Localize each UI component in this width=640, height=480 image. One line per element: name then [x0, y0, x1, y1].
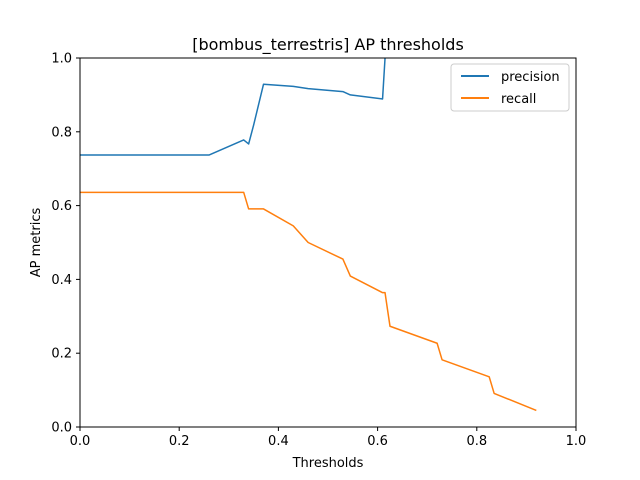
y-tick-label: 0.6	[51, 199, 72, 214]
chart-title: [bombus_terrestris] AP thresholds	[192, 35, 464, 55]
x-tick-label: 0.8	[466, 434, 487, 449]
x-tick-label: 1.0	[566, 434, 587, 449]
x-axis-ticks: 0.0 0.2 0.4 0.6 0.8 1.0	[70, 427, 587, 449]
series-line-precision	[80, 57, 386, 156]
legend: precision recall	[450, 63, 570, 112]
plot-frame	[79, 57, 577, 428]
y-tick-label: 0.8	[51, 125, 72, 140]
y-axis-label: AP metrics	[29, 208, 44, 278]
y-tick-label: 0.0	[51, 421, 72, 436]
y-tick-label: 1.0	[51, 52, 72, 67]
y-axis-ticks: 0.0 0.2 0.4 0.6 0.8 1.0	[51, 52, 80, 436]
x-tick-label: 0.6	[367, 434, 388, 449]
x-axis-label: Thresholds	[292, 456, 364, 471]
x-tick-label: 0.0	[70, 434, 91, 449]
legend-label-recall: recall	[501, 92, 536, 107]
series-line-recall	[80, 191, 537, 412]
x-tick-label: 0.2	[169, 434, 190, 449]
legend-label-precision: precision	[501, 70, 560, 85]
plot-lines	[80, 57, 537, 412]
y-tick-label: 0.4	[51, 273, 72, 288]
y-tick-label: 0.2	[51, 347, 72, 362]
x-tick-label: 0.4	[268, 434, 289, 449]
